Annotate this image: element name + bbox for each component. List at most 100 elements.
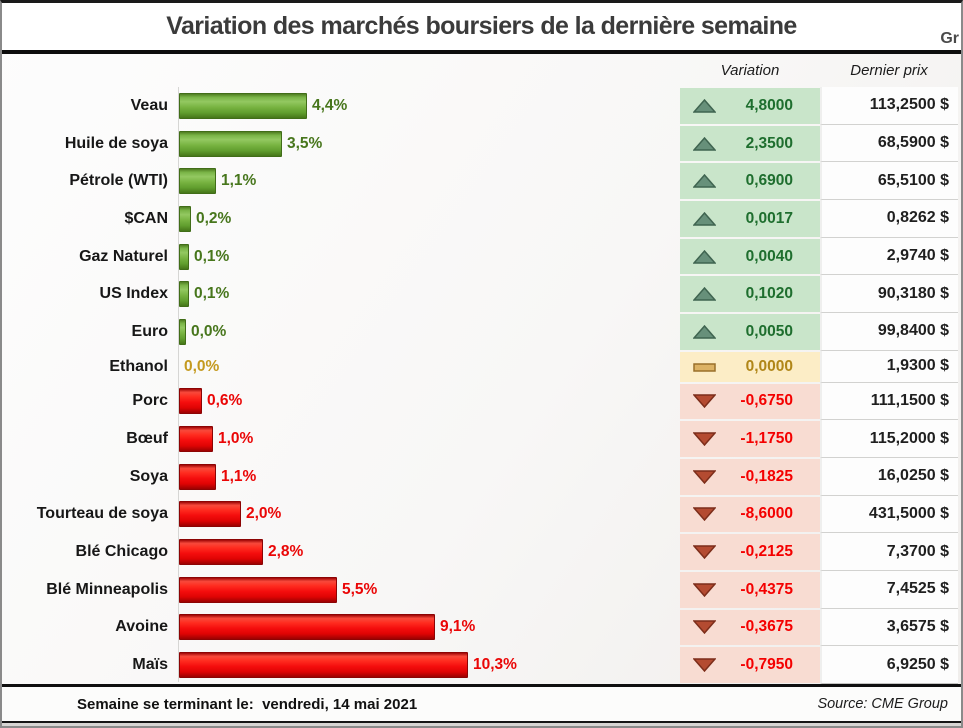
variation-cell: -0,7950 bbox=[680, 647, 820, 683]
last-price-value: 3,6575 $ bbox=[820, 608, 958, 647]
value-bar bbox=[179, 501, 241, 528]
variation-value: 4,8000 bbox=[745, 96, 793, 114]
up-triangle-icon bbox=[693, 287, 716, 302]
bar-zone: 0,0% bbox=[172, 351, 680, 383]
last-price-value: 16,0250 $ bbox=[820, 457, 958, 496]
page-title: Variation des marchés boursiers de la de… bbox=[166, 12, 797, 40]
table-row: Ethanol 0,0% 0,0000 1,9300 $ bbox=[2, 350, 961, 383]
variation-cell: -8,6000 bbox=[680, 496, 820, 533]
variation-value: -0,3675 bbox=[740, 618, 793, 636]
variation-value: -8,6000 bbox=[740, 505, 793, 523]
row-label: $CAN bbox=[124, 209, 168, 227]
value-bar bbox=[179, 92, 307, 119]
last-price-value: 2,9740 $ bbox=[820, 237, 958, 276]
bar-zone: 0,2% bbox=[172, 200, 680, 238]
variation-cell: 0,1020 bbox=[680, 276, 820, 313]
percent-label: 2,8% bbox=[268, 543, 304, 561]
last-price-value: 7,3700 $ bbox=[820, 533, 958, 571]
bar-zone: 10,3% bbox=[172, 646, 680, 684]
percent-label: 5,5% bbox=[342, 580, 378, 598]
axis-baseline bbox=[178, 87, 179, 682]
row-label: US Index bbox=[99, 285, 168, 303]
value-bar bbox=[179, 463, 216, 490]
percent-label: 4,4% bbox=[312, 96, 348, 114]
variation-value: 0,6900 bbox=[745, 172, 793, 190]
row-label: Bœuf bbox=[126, 430, 168, 448]
percent-label: 9,1% bbox=[440, 618, 476, 636]
table-row: Gaz Naturel 0,1% 0,0040 2,9740 $ bbox=[2, 237, 961, 276]
value-bar bbox=[179, 539, 263, 566]
table-row: Maïs 10,3% -0,7950 6,9250 $ bbox=[2, 646, 961, 684]
bar-zone: 0,1% bbox=[172, 238, 680, 276]
bar-zone: 0,0% bbox=[172, 313, 680, 351]
up-triangle-icon bbox=[693, 98, 716, 113]
variation-value: -0,1825 bbox=[740, 467, 793, 485]
bar-zone: 0,1% bbox=[172, 275, 680, 313]
up-triangle-icon bbox=[693, 211, 716, 226]
week-ending-date: vendredi, 14 mai 2021 bbox=[262, 695, 418, 713]
last-price-value: 431,5000 $ bbox=[820, 495, 958, 534]
variation-value: -0,6750 bbox=[740, 392, 793, 410]
variation-cell: 0,0017 bbox=[680, 201, 820, 237]
row-label: Soya bbox=[129, 467, 168, 485]
bar-zone: 4,4% bbox=[172, 87, 680, 125]
row-label: Euro bbox=[131, 322, 168, 340]
column-header-price: Dernier prix bbox=[850, 62, 928, 79]
value-bar bbox=[179, 614, 435, 641]
bar-zone: 1,0% bbox=[172, 420, 680, 458]
percent-label: 1,1% bbox=[221, 172, 257, 190]
down-triangle-icon bbox=[693, 394, 716, 409]
bar-zone: 1,1% bbox=[172, 162, 680, 200]
row-label: Gaz Naturel bbox=[79, 247, 168, 265]
last-price-value: 99,8400 $ bbox=[820, 313, 958, 351]
value-bar bbox=[179, 243, 189, 270]
percent-label: 0,1% bbox=[194, 285, 230, 303]
down-triangle-icon bbox=[693, 658, 716, 673]
table-row: Euro 0,0% 0,0050 99,8400 $ bbox=[2, 313, 961, 351]
bar-zone: 0,6% bbox=[172, 383, 680, 421]
table-row: Tourteau de soya 2,0% -8,6000 431,5000 $ bbox=[2, 495, 961, 534]
row-label: Tourteau de soya bbox=[36, 505, 168, 523]
up-triangle-icon bbox=[693, 136, 716, 151]
table-row: Pétrole (WTI) 1,1% 0,6900 65,5100 $ bbox=[2, 162, 961, 201]
bottom-strip bbox=[2, 721, 961, 726]
last-price-value: 113,2500 $ bbox=[820, 87, 958, 125]
variation-value: -0,2125 bbox=[740, 543, 793, 561]
variation-value: 0,1020 bbox=[745, 285, 793, 303]
down-triangle-icon bbox=[693, 432, 716, 447]
value-bar bbox=[179, 426, 213, 453]
down-triangle-icon bbox=[693, 469, 716, 484]
variation-value: 2,3500 bbox=[745, 134, 793, 152]
last-price-value: 0,8262 $ bbox=[820, 200, 958, 238]
bar-zone: 1,1% bbox=[172, 458, 680, 496]
column-header-variation: Variation bbox=[720, 62, 780, 79]
variation-value: -1,1750 bbox=[740, 430, 793, 448]
variation-cell: -1,1750 bbox=[680, 421, 820, 457]
table-row: Porc 0,6% -0,6750 111,1500 $ bbox=[2, 382, 961, 421]
table-row: Huile de soya 3,5% 2,3500 68,5900 $ bbox=[2, 124, 961, 163]
percent-label: 0,2% bbox=[196, 209, 232, 227]
percent-label: 2,0% bbox=[246, 505, 282, 523]
variation-cell: -0,4375 bbox=[680, 571, 820, 608]
variation-value: 0,0017 bbox=[745, 209, 793, 227]
row-label: Avoine bbox=[115, 618, 168, 636]
last-price-value: 1,9300 $ bbox=[820, 350, 958, 383]
up-triangle-icon bbox=[693, 249, 716, 264]
value-bar bbox=[179, 205, 191, 232]
row-label: Porc bbox=[132, 392, 168, 410]
down-triangle-icon bbox=[693, 583, 716, 597]
last-price-value: 65,5100 $ bbox=[820, 162, 958, 201]
value-bar bbox=[179, 318, 186, 345]
variation-value: 0,0050 bbox=[745, 322, 793, 340]
variation-value: 0,0000 bbox=[745, 357, 793, 375]
value-bar bbox=[179, 130, 282, 157]
down-triangle-icon bbox=[693, 620, 716, 635]
title-divider bbox=[2, 50, 961, 54]
up-triangle-icon bbox=[693, 174, 716, 188]
table-row: US Index 0,1% 0,1020 90,3180 $ bbox=[2, 275, 961, 314]
up-triangle-icon bbox=[693, 324, 716, 339]
percent-label: 0,0% bbox=[184, 357, 220, 375]
week-ending-label: Semaine se terminant le: bbox=[77, 695, 258, 713]
row-label: Blé Minneapolis bbox=[46, 580, 168, 598]
variation-cell: -0,3675 bbox=[680, 609, 820, 646]
